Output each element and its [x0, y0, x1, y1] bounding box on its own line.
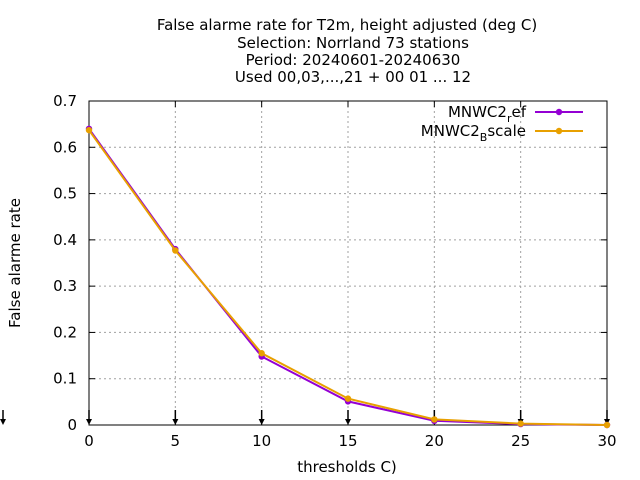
arrow-head	[0, 419, 6, 425]
x-tick-label: 25	[511, 432, 530, 450]
legend-label: MNWC2ref	[448, 103, 527, 125]
data-point	[431, 416, 438, 423]
y-axis-label: False alarme rate	[6, 198, 24, 328]
x-tick-label: 20	[425, 432, 444, 450]
y-tick-label: 0.7	[53, 92, 77, 110]
series-mnwc2-bscale	[85, 126, 611, 429]
y-tick-label: 0.1	[53, 370, 77, 388]
arrow-head	[258, 419, 265, 425]
chart-title-line-1: False alarme rate for T2m, height adjust…	[157, 16, 537, 34]
arrow-head	[345, 419, 351, 425]
arrow-head	[172, 419, 179, 425]
x-tick-label: 10	[252, 432, 271, 450]
data-point	[172, 247, 179, 254]
y-tick-label: 0.5	[53, 185, 77, 203]
chart-title-block: False alarme rate for T2m, height adjust…	[157, 16, 537, 86]
chart-title-line-2: Selection: Norrland 73 stations	[237, 34, 469, 52]
legend-swatch-point	[555, 108, 563, 116]
chart-title-line-4: Used 00,03,...,21 + 00 01 ... 12	[235, 68, 471, 86]
legend-swatch-point	[555, 127, 563, 135]
data-point	[517, 420, 524, 427]
x-tick-label: 5	[171, 432, 181, 450]
y-tick-label: 0.3	[53, 277, 77, 295]
x-tick-label: 15	[338, 432, 357, 450]
y-tick-label: 0.4	[53, 231, 77, 249]
data-point	[85, 126, 93, 134]
arrow-head	[86, 419, 92, 425]
y-tick-labels: 0 0.1 0.2 0.3 0.4 0.5 0.6 0.7	[53, 92, 77, 434]
data-point	[258, 350, 265, 357]
data-point	[344, 395, 352, 402]
data-series	[85, 125, 611, 429]
y-tick-label: 0.2	[53, 323, 77, 341]
y-tick-label: 0.6	[53, 138, 77, 156]
data-point	[603, 421, 611, 429]
grid-lines	[89, 101, 607, 425]
x-tick-labels: 0 5 10 15 20 25 30	[84, 432, 616, 450]
x-axis-label: thresholds C)	[297, 458, 397, 476]
y-tick-label: 0	[67, 416, 77, 434]
chart-title-line-3: Period: 20240601-20240630	[246, 51, 461, 69]
legend-label: MNWC2Bscale	[421, 122, 526, 144]
x-tick-label: 0	[84, 432, 94, 450]
x-tick-label: 30	[597, 432, 616, 450]
